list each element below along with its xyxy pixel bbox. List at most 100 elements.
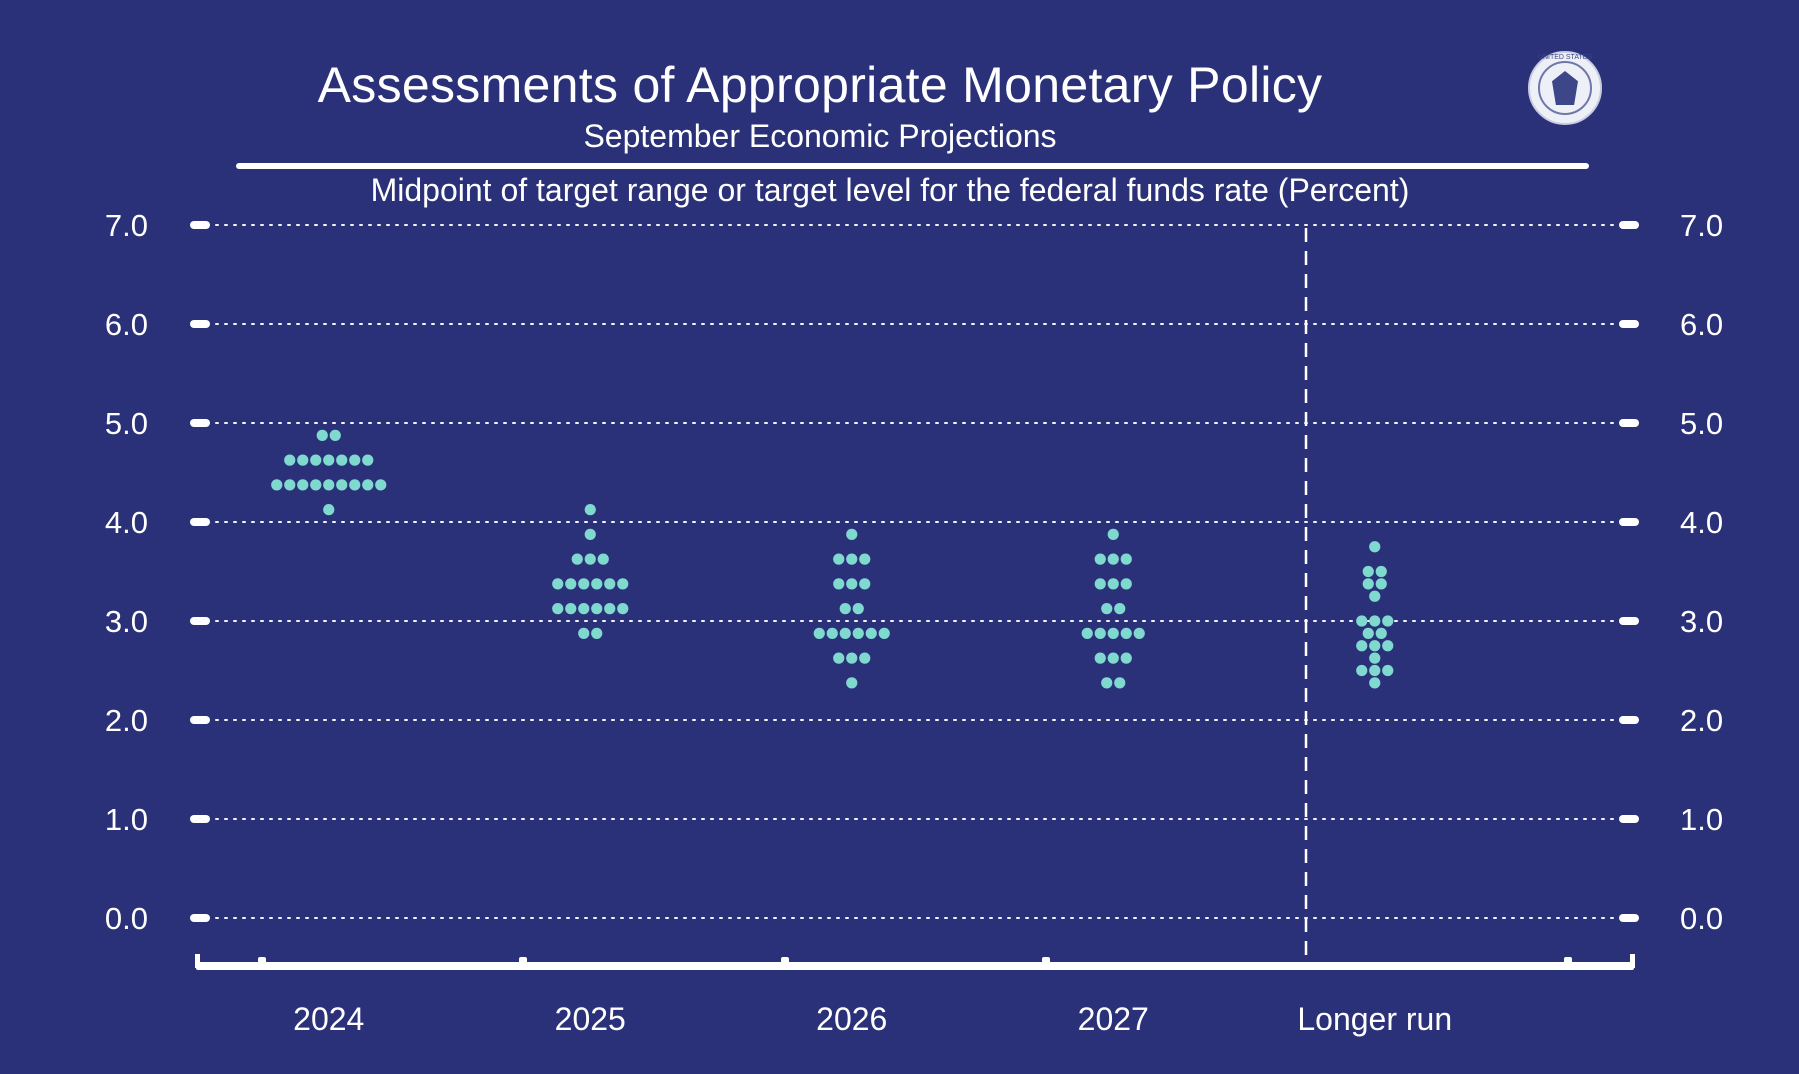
projection-dot <box>617 603 629 615</box>
y-tick-mark-left <box>190 914 210 922</box>
projection-dot <box>323 454 335 466</box>
x-axis-end-left <box>195 954 200 968</box>
projection-dot <box>1101 677 1113 689</box>
projection-dot <box>284 454 296 466</box>
projection-dot <box>813 627 825 639</box>
projection-dot <box>329 429 341 441</box>
projection-dot <box>591 627 603 639</box>
projection-dot <box>1114 677 1126 689</box>
x-axis-tick <box>1042 957 1050 965</box>
projection-dot <box>1382 640 1394 652</box>
y-tick-label-left: 2.0 <box>105 703 148 738</box>
projection-dot <box>1081 627 1093 639</box>
projection-dot <box>1107 553 1119 565</box>
y-tick-label-right: 6.0 <box>1680 307 1723 342</box>
y-tick-label-left: 7.0 <box>105 208 148 243</box>
x-category-label: 2025 <box>555 1001 626 1037</box>
projection-dot <box>565 603 577 615</box>
projection-dot <box>1107 578 1119 590</box>
y-tick-label-left: 0.0 <box>105 901 148 936</box>
projection-dot <box>846 677 858 689</box>
projection-dot <box>1094 627 1106 639</box>
projection-dot <box>336 454 348 466</box>
projection-dot <box>833 553 845 565</box>
projection-dot <box>375 479 387 491</box>
projection-dot <box>349 479 361 491</box>
projection-dot <box>323 479 335 491</box>
projection-dot <box>859 652 871 664</box>
y-tick-label-right: 5.0 <box>1680 406 1723 441</box>
projection-dot <box>1094 578 1106 590</box>
projection-dot <box>362 479 374 491</box>
projection-dot <box>859 553 871 565</box>
projection-dot <box>1362 578 1374 590</box>
projection-dot <box>1375 627 1387 639</box>
projection-dot <box>1107 652 1119 664</box>
y-tick-mark-right <box>1619 518 1639 526</box>
projection-dot <box>1120 553 1132 565</box>
projection-dot <box>310 454 322 466</box>
seal-lettering: UNITED STATES <box>1537 54 1593 61</box>
x-category-label: 2026 <box>816 1001 887 1037</box>
y-tick-label-left: 3.0 <box>105 604 148 639</box>
projection-dot <box>1107 528 1119 540</box>
projection-dot <box>597 553 609 565</box>
y-tick-mark-right <box>1619 815 1639 823</box>
projection-dot <box>591 578 603 590</box>
projection-dot <box>878 627 890 639</box>
projection-dot <box>297 479 309 491</box>
projection-dot <box>1114 603 1126 615</box>
projection-dot <box>1120 652 1132 664</box>
projection-dot <box>584 553 596 565</box>
y-tick-label-left: 5.0 <box>105 406 148 441</box>
y-tick-mark-right <box>1619 221 1639 229</box>
projection-dot <box>617 578 629 590</box>
y-tick-mark-left <box>190 815 210 823</box>
y-tick-mark-right <box>1619 914 1639 922</box>
seal-ring <box>1538 61 1592 115</box>
x-category-label: 2027 <box>1078 1001 1149 1037</box>
x-axis-tick <box>781 957 789 965</box>
projection-dot <box>310 479 322 491</box>
projection-dot <box>336 479 348 491</box>
projection-dot <box>1107 627 1119 639</box>
y-tick-mark-right <box>1619 419 1639 427</box>
y-tick-label-left: 1.0 <box>105 802 148 837</box>
projection-dot <box>846 553 858 565</box>
projection-dot <box>584 504 596 516</box>
projection-dot <box>1369 590 1381 602</box>
projection-dot <box>1356 640 1368 652</box>
chart-subtitle: September Economic Projections <box>583 118 1057 154</box>
projection-dot <box>604 578 616 590</box>
projection-dot <box>578 578 590 590</box>
projection-dot <box>839 603 851 615</box>
projection-dot <box>1369 652 1381 664</box>
x-category-label: Longer run <box>1297 1001 1452 1037</box>
projection-dot <box>865 627 877 639</box>
projection-dot <box>565 578 577 590</box>
projection-dot <box>833 578 845 590</box>
y-tick-mark-left <box>190 716 210 724</box>
projection-dot <box>846 528 858 540</box>
projection-dot <box>323 504 335 516</box>
projection-dot <box>1356 615 1368 627</box>
projection-dot <box>1369 615 1381 627</box>
x-axis-end-right <box>1630 954 1635 968</box>
y-tick-mark-left <box>190 419 210 427</box>
y-tick-mark-left <box>190 617 210 625</box>
projection-dot <box>846 652 858 664</box>
projection-dot <box>571 553 583 565</box>
x-axis-line <box>196 962 1634 970</box>
projection-dot <box>297 454 309 466</box>
projection-dot <box>1120 627 1132 639</box>
projection-dot <box>316 429 328 441</box>
projection-dot <box>1120 578 1132 590</box>
projection-dot <box>604 603 616 615</box>
projection-dot <box>1362 565 1374 578</box>
projection-dot <box>578 627 590 639</box>
y-tick-mark-left <box>190 518 210 526</box>
projection-dot <box>826 627 838 639</box>
projection-dot <box>833 652 845 664</box>
